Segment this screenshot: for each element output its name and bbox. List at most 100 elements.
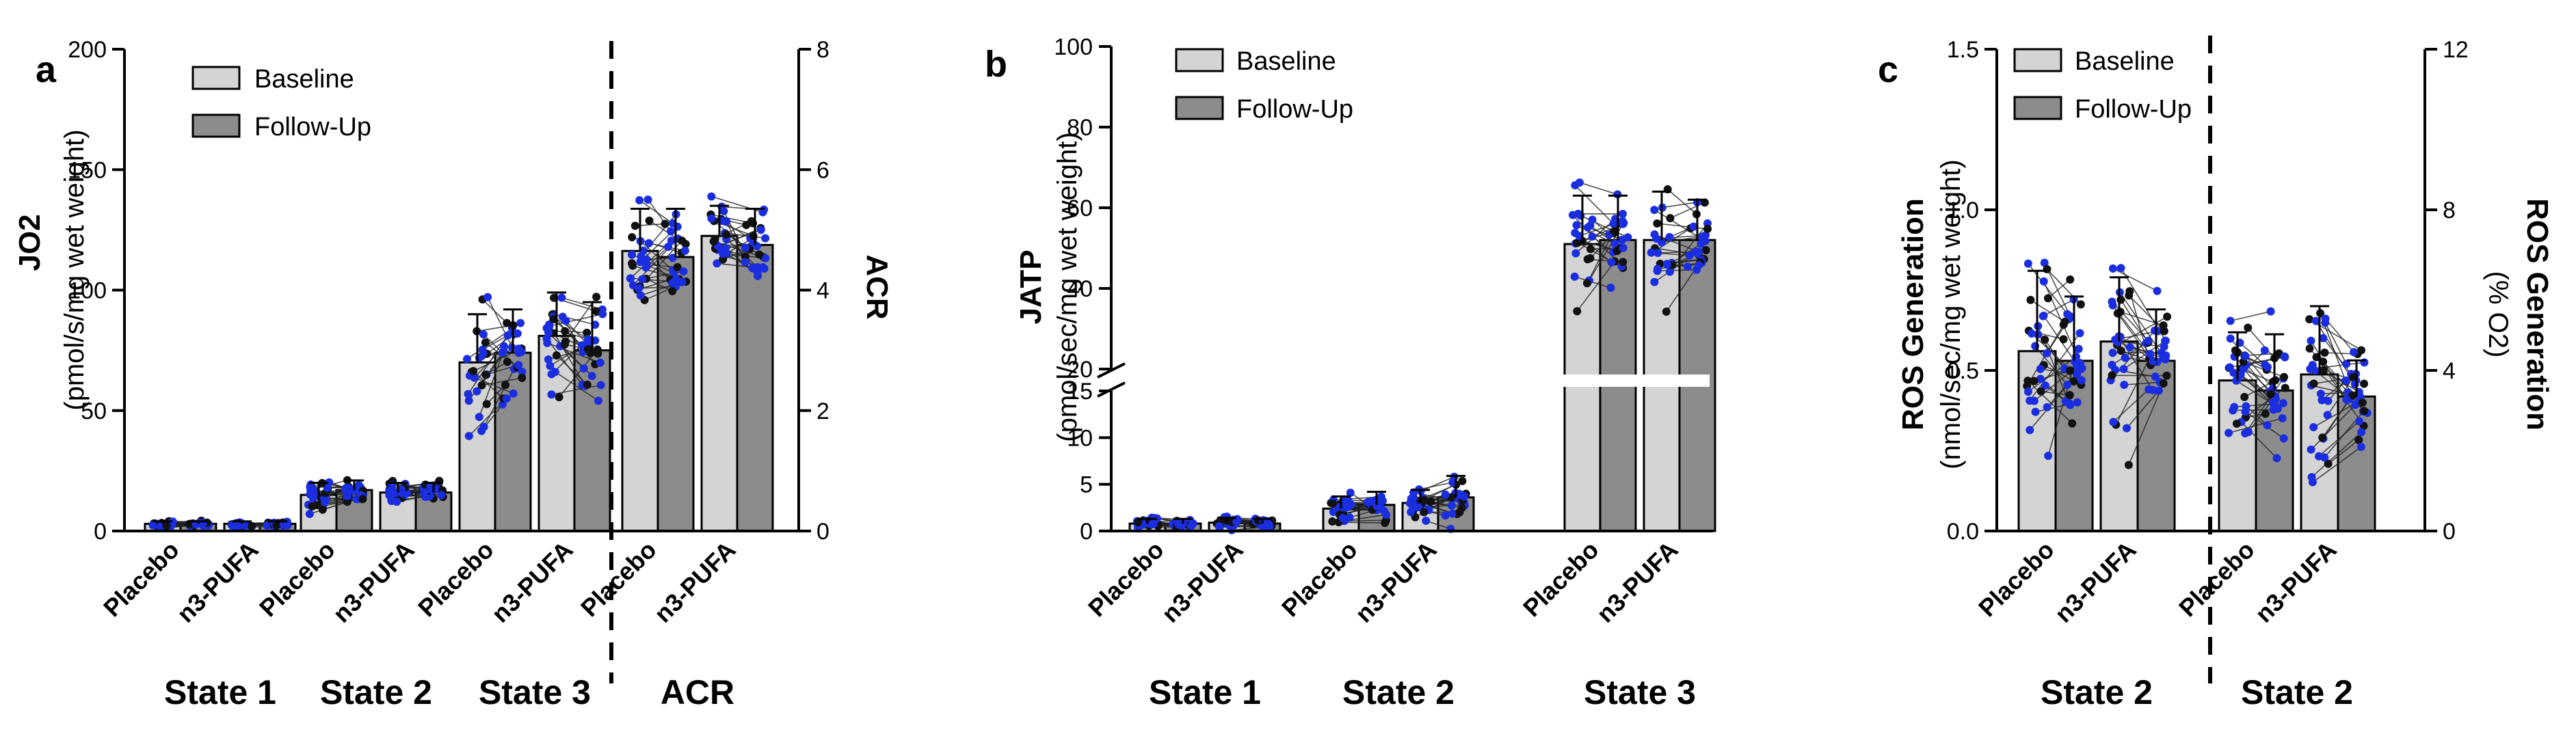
panel-b-yaxis-tick-label: 10 (1067, 425, 1093, 451)
data-point (306, 510, 314, 518)
data-point (1606, 284, 1615, 292)
data-point (545, 322, 553, 330)
group-label: State 2 (2041, 673, 2153, 711)
data-point (2227, 317, 2235, 325)
data-point (2307, 446, 2315, 454)
data-point (2225, 429, 2233, 437)
category-label: Placebo (1973, 536, 2060, 623)
panel-b-yaxis-tick-label: 40 (1067, 276, 1093, 302)
category-label: Placebo (1083, 536, 1169, 623)
data-point (1442, 491, 1450, 499)
data-point (2244, 428, 2253, 436)
data-point (561, 327, 569, 336)
data-point (503, 394, 511, 403)
data-point (2279, 399, 2287, 407)
data-point (635, 284, 643, 293)
panel-b-legend: Baseline Follow-Up (1176, 47, 1353, 124)
panel-b-yaxis-tick-label: 20 (1067, 357, 1093, 383)
data-point (480, 423, 488, 431)
data-point (2109, 264, 2117, 273)
data-point (1364, 498, 1372, 506)
group-label: State 2 (320, 673, 432, 711)
data-point (1420, 508, 1428, 516)
legend-label-baseline: Baseline (2075, 47, 2175, 76)
data-point (2060, 335, 2068, 343)
data-point (1571, 273, 1579, 281)
data-point (2270, 406, 2278, 414)
data-point (481, 371, 490, 379)
data-point (2342, 377, 2350, 385)
data-point (2261, 409, 2270, 418)
panel-a-yaxis-left-tick-label: 150 (68, 157, 107, 183)
data-point (1382, 511, 1390, 519)
data-point (588, 372, 596, 380)
data-point (437, 491, 445, 499)
data-point (1610, 228, 1618, 236)
panel-b-yaxis-tick-label: 100 (1054, 34, 1093, 60)
data-point (1703, 225, 1712, 233)
bar-followup-State2-n3-PUFA (2138, 361, 2175, 531)
data-point (2160, 327, 2168, 336)
data-point (755, 250, 763, 258)
data-point (475, 413, 483, 421)
category-label: n3-PUFA (649, 536, 741, 628)
data-point (1448, 509, 1457, 517)
data-point (504, 331, 512, 340)
data-point (388, 497, 396, 505)
panel-c-yaxis-left-tick-label: 0.0 (1947, 519, 1979, 545)
data-point (2036, 365, 2045, 373)
data-point (2063, 381, 2071, 389)
data-point (2125, 291, 2133, 299)
category-label: n3-PUFA (1350, 536, 1442, 628)
data-point (2026, 426, 2034, 434)
data-point (584, 335, 592, 343)
data-point (1586, 245, 1595, 253)
data-point (464, 390, 473, 398)
category-label: n3-PUFA (1591, 536, 1684, 628)
data-point (667, 228, 675, 236)
data-point (2342, 396, 2350, 404)
data-point (2351, 380, 2359, 388)
legend-swatch-followup (193, 115, 239, 137)
data-point (1654, 267, 1662, 275)
panel-a-yaxis-left-tick-label: 50 (81, 398, 107, 424)
panel-a-legend: Baseline Follow-Up (193, 65, 371, 141)
group-label: State 3 (1584, 673, 1696, 711)
data-point (1422, 517, 1430, 525)
data-point (463, 355, 471, 363)
data-point (2357, 428, 2365, 436)
bar-baseline-ACR-n3-PUFA (702, 236, 737, 531)
group-label: State 3 (479, 673, 591, 711)
data-point (483, 400, 491, 408)
data-point (1619, 217, 1627, 226)
data-point (321, 497, 330, 505)
data-point (2350, 348, 2358, 356)
data-point (2310, 379, 2318, 388)
data-point (2109, 418, 2117, 426)
data-point (2307, 337, 2315, 345)
data-point (1456, 508, 1464, 516)
data-point (2359, 398, 2367, 407)
data-point (2263, 363, 2272, 371)
data-point (2077, 376, 2086, 384)
panel-b-yaxis-tick-label: 60 (1067, 195, 1093, 221)
data-point (547, 390, 555, 398)
data-point (661, 220, 669, 228)
data-point (2108, 361, 2116, 369)
panel-b-ylabel-main: JATP (1014, 249, 1048, 324)
data-point (2355, 417, 2363, 425)
data-point (2040, 312, 2048, 320)
data-point (2227, 334, 2235, 342)
data-point (2357, 346, 2365, 354)
panel-c-yaxis-right-tick-label: 12 (2443, 37, 2469, 63)
legend-label-followup: Follow-Up (1236, 95, 1353, 124)
data-point (2063, 310, 2071, 318)
data-point (2026, 396, 2034, 405)
data-point (1647, 249, 1656, 257)
data-point (1189, 519, 1197, 528)
panel-a-yaxis-left-tick-label: 200 (68, 37, 107, 63)
data-point (2114, 309, 2122, 317)
category-label: n3-PUFA (2250, 536, 2342, 628)
data-point (1381, 519, 1389, 527)
